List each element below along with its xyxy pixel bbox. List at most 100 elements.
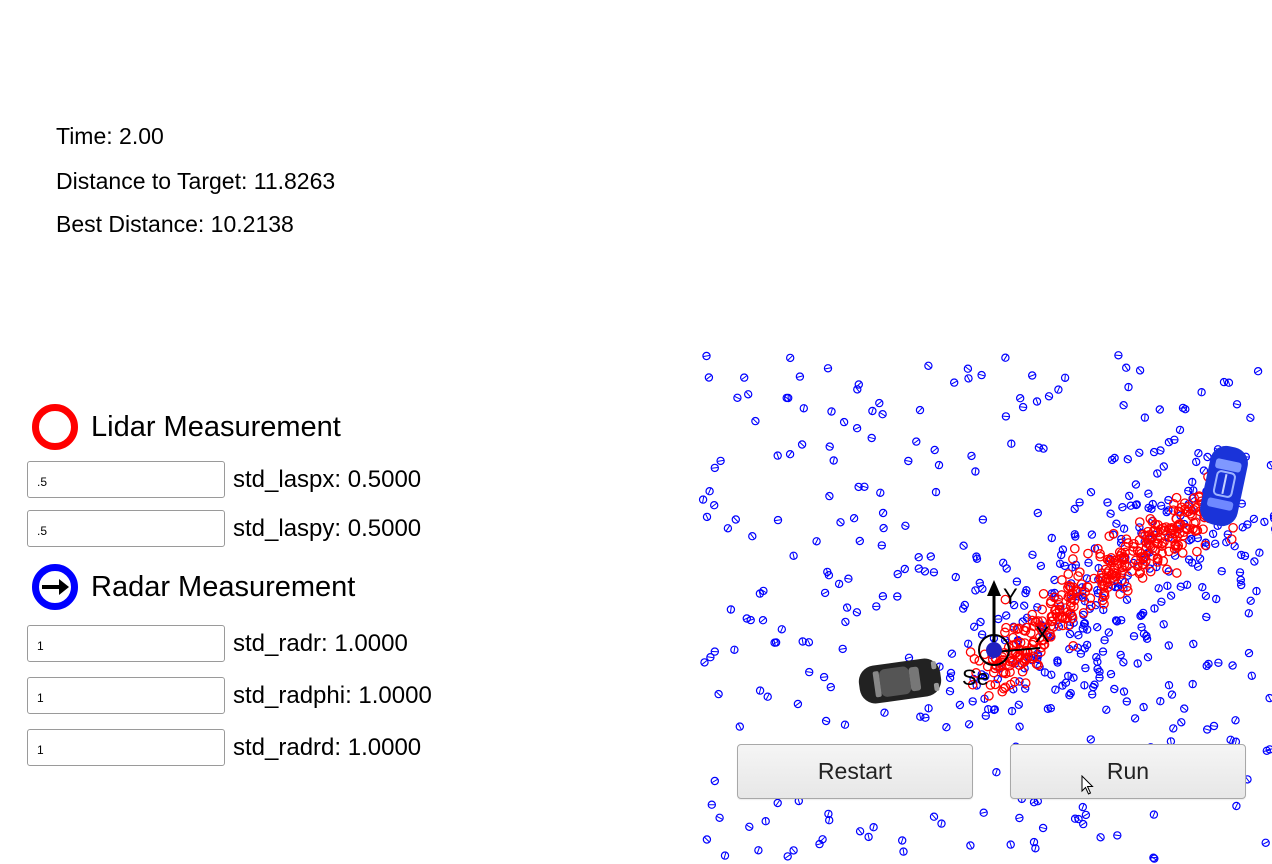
radar-point: [1184, 555, 1194, 564]
lidar-point: [1137, 559, 1148, 570]
radar-point: [1034, 443, 1044, 452]
lidar-point: [1171, 492, 1182, 503]
std-laspx-input[interactable]: [27, 461, 225, 498]
lidar-point: [1030, 617, 1041, 627]
lidar-point: [998, 683, 1009, 694]
radar-point: [726, 605, 736, 614]
radar-point: [1201, 591, 1211, 601]
radar-point: [924, 361, 933, 370]
radar-point: [715, 813, 724, 823]
radar-point: [812, 537, 821, 546]
lidar-point: [1116, 569, 1127, 579]
lidar-point: [1157, 548, 1167, 558]
std-radr-input[interactable]: [27, 625, 225, 662]
radar-point: [1177, 718, 1186, 727]
lidar-point: [1078, 608, 1089, 618]
radar-point: [1063, 671, 1073, 681]
radar-point: [839, 417, 849, 427]
radar-point: [1188, 679, 1197, 689]
radar-point: [1014, 700, 1024, 710]
radar-point: [1107, 455, 1117, 465]
radar-point: [1224, 378, 1234, 387]
radar-point: [702, 835, 712, 844]
observer-point: [986, 642, 1002, 658]
radar-point: [733, 393, 742, 402]
radar-point: [1080, 644, 1090, 653]
lidar-point: [1069, 543, 1080, 554]
radar-point: [1086, 488, 1096, 497]
radar-point: [1103, 498, 1112, 507]
radar-point: [1211, 594, 1221, 604]
radar-point: [1124, 491, 1134, 501]
radar-point: [1208, 529, 1218, 539]
lidar-point: [1134, 546, 1145, 557]
radar-point: [945, 687, 955, 696]
radar-point: [951, 572, 961, 582]
lidar-point: [1109, 575, 1119, 586]
radar-point: [755, 686, 765, 695]
radar-point: [1053, 658, 1062, 667]
lidar-point: [1192, 546, 1202, 557]
lidar-point: [1160, 525, 1171, 536]
radar-point: [878, 508, 888, 518]
radar-point: [1119, 524, 1129, 533]
radar-point: [1144, 489, 1153, 498]
radar-point: [955, 700, 965, 710]
std-radrd-input[interactable]: [27, 729, 225, 766]
radar-point: [1131, 500, 1141, 510]
lidar-point: [984, 690, 994, 701]
radar-point: [1081, 663, 1090, 673]
lidar-point: [1038, 588, 1049, 599]
radar-point: [920, 567, 930, 576]
radar-point: [1219, 377, 1229, 387]
radar-point: [1163, 581, 1172, 591]
radar-point: [979, 808, 988, 817]
radar-point: [1244, 648, 1254, 658]
radar-point: [864, 832, 873, 842]
radar-point: [849, 514, 859, 523]
radar-point: [1164, 438, 1174, 447]
radar-point: [854, 380, 864, 389]
radar-point: [1222, 538, 1231, 547]
radar-point: [1139, 629, 1149, 639]
radar-point: [1228, 661, 1237, 670]
std-laspy-input[interactable]: [27, 510, 225, 547]
radar-point: [1087, 530, 1097, 539]
restart-button[interactable]: Restart: [737, 744, 973, 799]
radar-point: [825, 816, 834, 825]
radar-point: [1147, 504, 1156, 513]
radar-point: [1136, 611, 1145, 621]
radar-point: [1033, 603, 1042, 612]
radar-point: [1236, 575, 1246, 585]
radar-point: [844, 574, 853, 583]
radar-point: [1106, 669, 1116, 679]
radar-point: [740, 373, 749, 382]
radar-point: [1164, 681, 1174, 690]
radar-point: [1250, 557, 1259, 566]
radar-point: [1110, 684, 1119, 694]
radar-point: [964, 374, 973, 383]
radar-point: [934, 460, 944, 470]
radar-point: [710, 463, 720, 473]
radar-point: [825, 442, 834, 451]
mouse-pointer-icon: [1081, 775, 1094, 795]
radar-point: [1086, 735, 1096, 744]
radar-point: [1265, 693, 1272, 703]
radar-point: [773, 798, 782, 808]
radar-point: [854, 482, 863, 492]
radar-point: [1106, 509, 1115, 518]
lidar-point: [1007, 655, 1018, 666]
radar-point: [834, 579, 844, 589]
radar-point: [824, 809, 833, 819]
radar-point: [705, 487, 714, 496]
run-button[interactable]: Run: [1010, 744, 1246, 799]
radar-point: [1156, 446, 1165, 455]
radar-point: [1082, 625, 1092, 634]
std-radphi-input[interactable]: [27, 677, 225, 714]
radar-point: [1058, 545, 1068, 554]
lidar-point: [1172, 542, 1183, 553]
lidar-point: [1068, 641, 1079, 651]
radar-point: [1226, 735, 1235, 745]
radar-point: [1231, 716, 1240, 725]
radar-point: [1169, 724, 1178, 733]
